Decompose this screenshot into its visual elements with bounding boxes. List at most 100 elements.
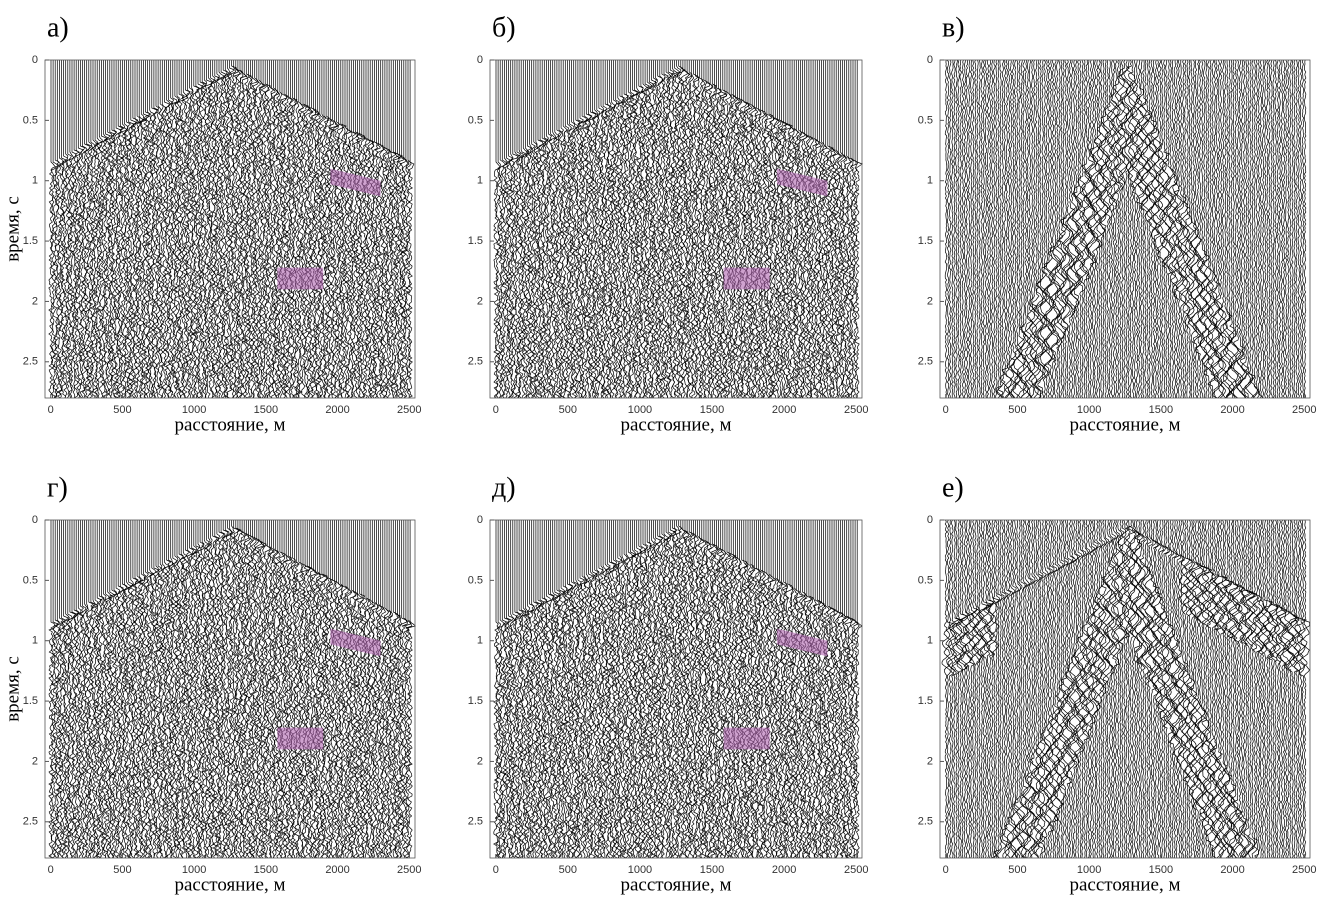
trace — [350, 60, 358, 399]
trace — [58, 60, 67, 399]
trace — [579, 60, 588, 399]
trace — [503, 520, 512, 859]
trace — [1066, 59, 1078, 399]
trace — [530, 60, 539, 399]
trace — [522, 60, 530, 399]
trace — [378, 60, 387, 399]
trace — [325, 520, 334, 859]
trace — [631, 60, 639, 399]
trace — [1085, 59, 1097, 399]
trace — [279, 520, 286, 859]
trace — [1291, 59, 1294, 399]
x-tick-label: 0 — [493, 404, 499, 416]
x-axis-label: расстояние, м — [1069, 414, 1180, 435]
trace — [963, 59, 967, 399]
trace — [333, 520, 342, 859]
trace — [140, 60, 150, 399]
trace — [1030, 59, 1042, 399]
trace — [999, 519, 1010, 859]
trace — [843, 60, 853, 399]
trace — [648, 60, 657, 399]
y-tick-label: 0.5 — [918, 114, 933, 126]
trace — [680, 520, 689, 859]
x-tick-label: 2500 — [844, 864, 868, 876]
trace — [319, 520, 328, 859]
trace — [734, 60, 743, 399]
x-tick-label: 1000 — [1077, 404, 1101, 416]
trace — [591, 60, 598, 399]
trace — [1020, 519, 1032, 859]
trace — [65, 520, 73, 859]
trace — [220, 60, 230, 399]
trace — [283, 520, 291, 859]
trace — [1157, 59, 1168, 399]
trace — [1098, 519, 1110, 859]
trace — [203, 60, 212, 399]
trace — [732, 520, 739, 859]
trace — [961, 59, 965, 399]
trace — [161, 520, 171, 859]
trace — [1190, 59, 1202, 399]
trace — [157, 60, 164, 399]
trace — [1077, 519, 1088, 859]
trace — [167, 60, 175, 399]
trace — [1224, 59, 1235, 399]
x-axis-label: расстояние, м — [174, 874, 285, 895]
trace — [1182, 59, 1194, 399]
trace — [493, 60, 500, 399]
trace — [978, 59, 981, 398]
trace — [337, 520, 344, 859]
trace — [1249, 519, 1262, 859]
trace — [1154, 59, 1166, 399]
x-tick-label: 2000 — [325, 404, 349, 416]
trace — [275, 520, 281, 859]
trace — [722, 520, 730, 859]
trace — [1217, 519, 1229, 859]
trace — [814, 520, 823, 859]
trace — [52, 60, 61, 399]
trace — [703, 60, 710, 399]
trace — [949, 59, 952, 399]
trace — [579, 520, 588, 859]
trace — [293, 60, 300, 399]
trace — [1252, 59, 1259, 399]
trace — [1020, 60, 1032, 399]
x-tick-label: 500 — [113, 404, 131, 416]
trace — [959, 59, 962, 399]
trace — [329, 60, 339, 399]
trace — [149, 60, 158, 399]
trace — [1142, 519, 1154, 859]
trace — [1039, 59, 1051, 399]
trace — [270, 60, 279, 399]
trace — [1058, 519, 1069, 859]
trace — [696, 520, 705, 859]
trace — [1005, 59, 1017, 399]
trace — [501, 520, 510, 859]
x-tick-label: 0 — [943, 864, 949, 876]
x-tick-label: 0 — [48, 864, 54, 876]
trace — [1098, 59, 1109, 399]
trace — [90, 60, 99, 399]
trace — [405, 520, 413, 859]
trace — [195, 520, 201, 859]
trace — [810, 60, 818, 399]
trace — [995, 59, 1003, 399]
trace — [1238, 59, 1250, 399]
trace — [1173, 519, 1185, 858]
trace — [1285, 59, 1288, 399]
trace — [60, 60, 68, 399]
y-tick-label: 0.5 — [23, 114, 38, 126]
trace — [1016, 59, 1027, 399]
trace — [1163, 519, 1175, 858]
trace — [1192, 60, 1204, 399]
trace — [241, 60, 249, 399]
trace — [314, 520, 322, 859]
trace — [793, 60, 802, 399]
trace — [663, 520, 672, 858]
trace — [56, 60, 65, 399]
trace — [982, 59, 985, 399]
trace — [633, 520, 642, 859]
trace — [193, 520, 202, 859]
trace — [1114, 519, 1126, 859]
trace — [824, 520, 833, 859]
